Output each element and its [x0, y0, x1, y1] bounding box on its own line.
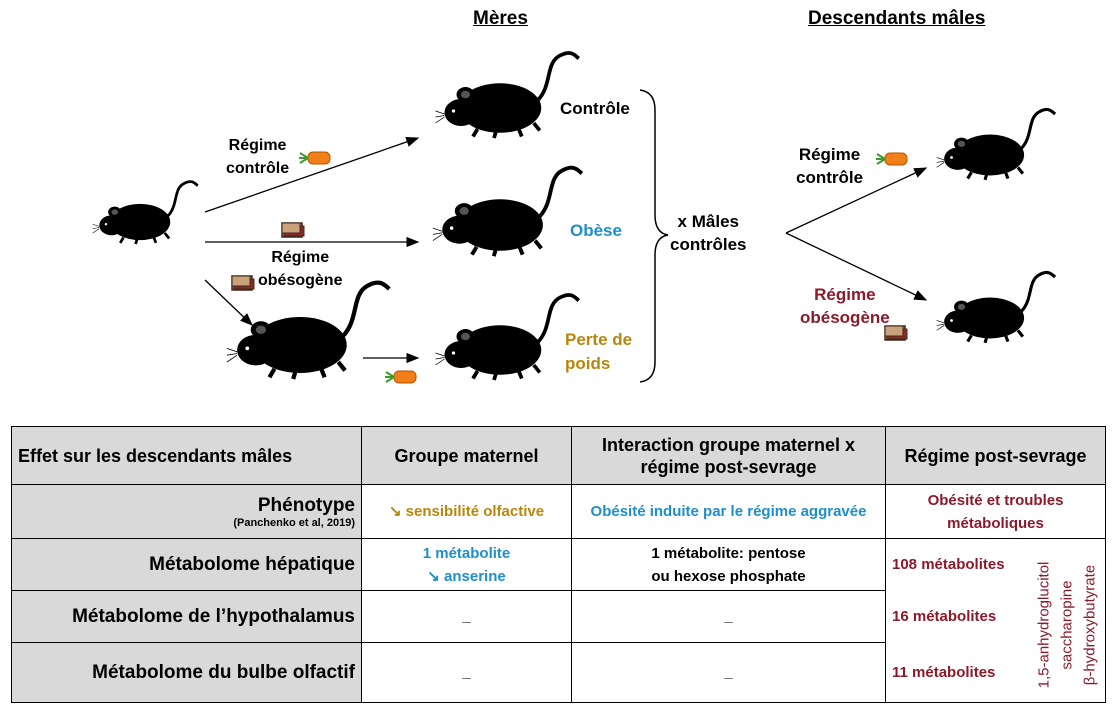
col-header-post-weaning: Régime post-sevrage [885, 426, 1106, 485]
post-weaning-control-label: Régime contrôle [796, 145, 864, 187]
table-row: Phénotype (Panchenko et al, 2019) ↘ sens… [11, 484, 1106, 539]
row-head-phenotype: Phénotype (Panchenko et al, 2019) [11, 484, 362, 539]
cell-maternal: _ [361, 590, 572, 643]
cell-line: 1 métabolite: pentose [651, 544, 806, 562]
row-head-hypothalamus: Métabolome de l’hypothalamus [11, 590, 362, 643]
arrow-icon [785, 232, 928, 301]
cell-interaction: _ [571, 590, 886, 643]
cell-maternal: _ [361, 642, 572, 703]
mouse-icon [227, 283, 389, 379]
mouse-icon [433, 293, 581, 382]
carrot-icon [298, 151, 331, 165]
carrot-icon [875, 152, 908, 166]
arrow-icon [204, 136, 420, 213]
cell-post-weaning: 108 métabolites [885, 538, 1106, 591]
cell-interaction: _ [571, 642, 886, 703]
weight-loss-group-label: Perte de poids [565, 330, 633, 373]
table-row: Métabolome de l’hypothalamus _ _ 16 méta… [11, 590, 1106, 643]
regime-obesogene-label: Régime obésogène [258, 249, 343, 289]
mouse-icon [91, 180, 200, 246]
carrot-icon [384, 370, 417, 384]
row-head-hepatic: Métabolome hépatique [11, 538, 362, 591]
metabolites-list-wrap: 1,5-anhydroglucitol saccharopine β-hydro… [1026, 545, 1108, 705]
diagram [91, 51, 1057, 384]
mouse-icon [433, 51, 581, 140]
row-head-olfactory-bulb: Métabolome du bulbe olfactif [11, 642, 362, 703]
food-pellet-icon [231, 275, 255, 291]
cell-maternal: ↘ sensibilité olfactive [361, 484, 572, 539]
metabolites-list: 1,5-anhydroglucitol saccharopine β-hydro… [1035, 561, 1099, 689]
food-pellet-icon [281, 222, 305, 238]
cell-post-weaning: 11 métabolites [885, 642, 1106, 703]
mouse-icon [935, 107, 1057, 182]
cell-line: ↘ anserine [427, 567, 506, 585]
col-header-maternal: Groupe maternel [361, 426, 572, 485]
cell-interaction: Obésité induite par le régime aggravée [571, 484, 886, 539]
controle-group-label: Contrôle [560, 99, 630, 118]
table-row: Métabolome hépatique 1 métabolite ↘ anse… [11, 538, 1106, 591]
arrow-icon [204, 279, 253, 326]
cell-maternal: 1 métabolite ↘ anserine [361, 538, 572, 591]
cell-line: 1 métabolite [422, 544, 511, 562]
citation: (Panchenko et al, 2019) [233, 516, 355, 529]
table-header-row: Effet sur les descendants mâles Groupe m… [11, 426, 1106, 485]
post-weaning-obesogenic-label: Régime obésogène [800, 285, 890, 327]
regime-controle-label: Régime contrôle [226, 137, 290, 177]
mouse-icon [430, 165, 584, 259]
mothers-header: Mères [473, 8, 528, 29]
cell-post-weaning: 16 métabolites [885, 590, 1106, 643]
col-header-effect: Effet sur les descendants mâles [11, 426, 362, 485]
control-males-label: x Mâles contrôles [670, 212, 747, 254]
arrow-icon [785, 167, 928, 234]
brace-icon [639, 89, 669, 383]
obese-group-label: Obèse [570, 221, 622, 240]
cell-line: ou hexose phosphate [651, 567, 806, 585]
effects-table: Effet sur les descendants mâles Groupe m… [11, 426, 1106, 703]
cell-interaction: 1 métabolite: pentose ou hexose phosphat… [571, 538, 886, 591]
col-header-interaction: Interaction groupe maternel x régime pos… [571, 426, 886, 485]
offspring-header: Descendants mâles [808, 8, 986, 29]
mouse-icon [935, 270, 1057, 345]
row-label: Phénotype [257, 494, 355, 516]
cell-post-weaning: Obésité et troubles métaboliques [885, 484, 1106, 539]
table-row: Métabolome du bulbe olfactif _ _ 11 méta… [11, 642, 1106, 703]
